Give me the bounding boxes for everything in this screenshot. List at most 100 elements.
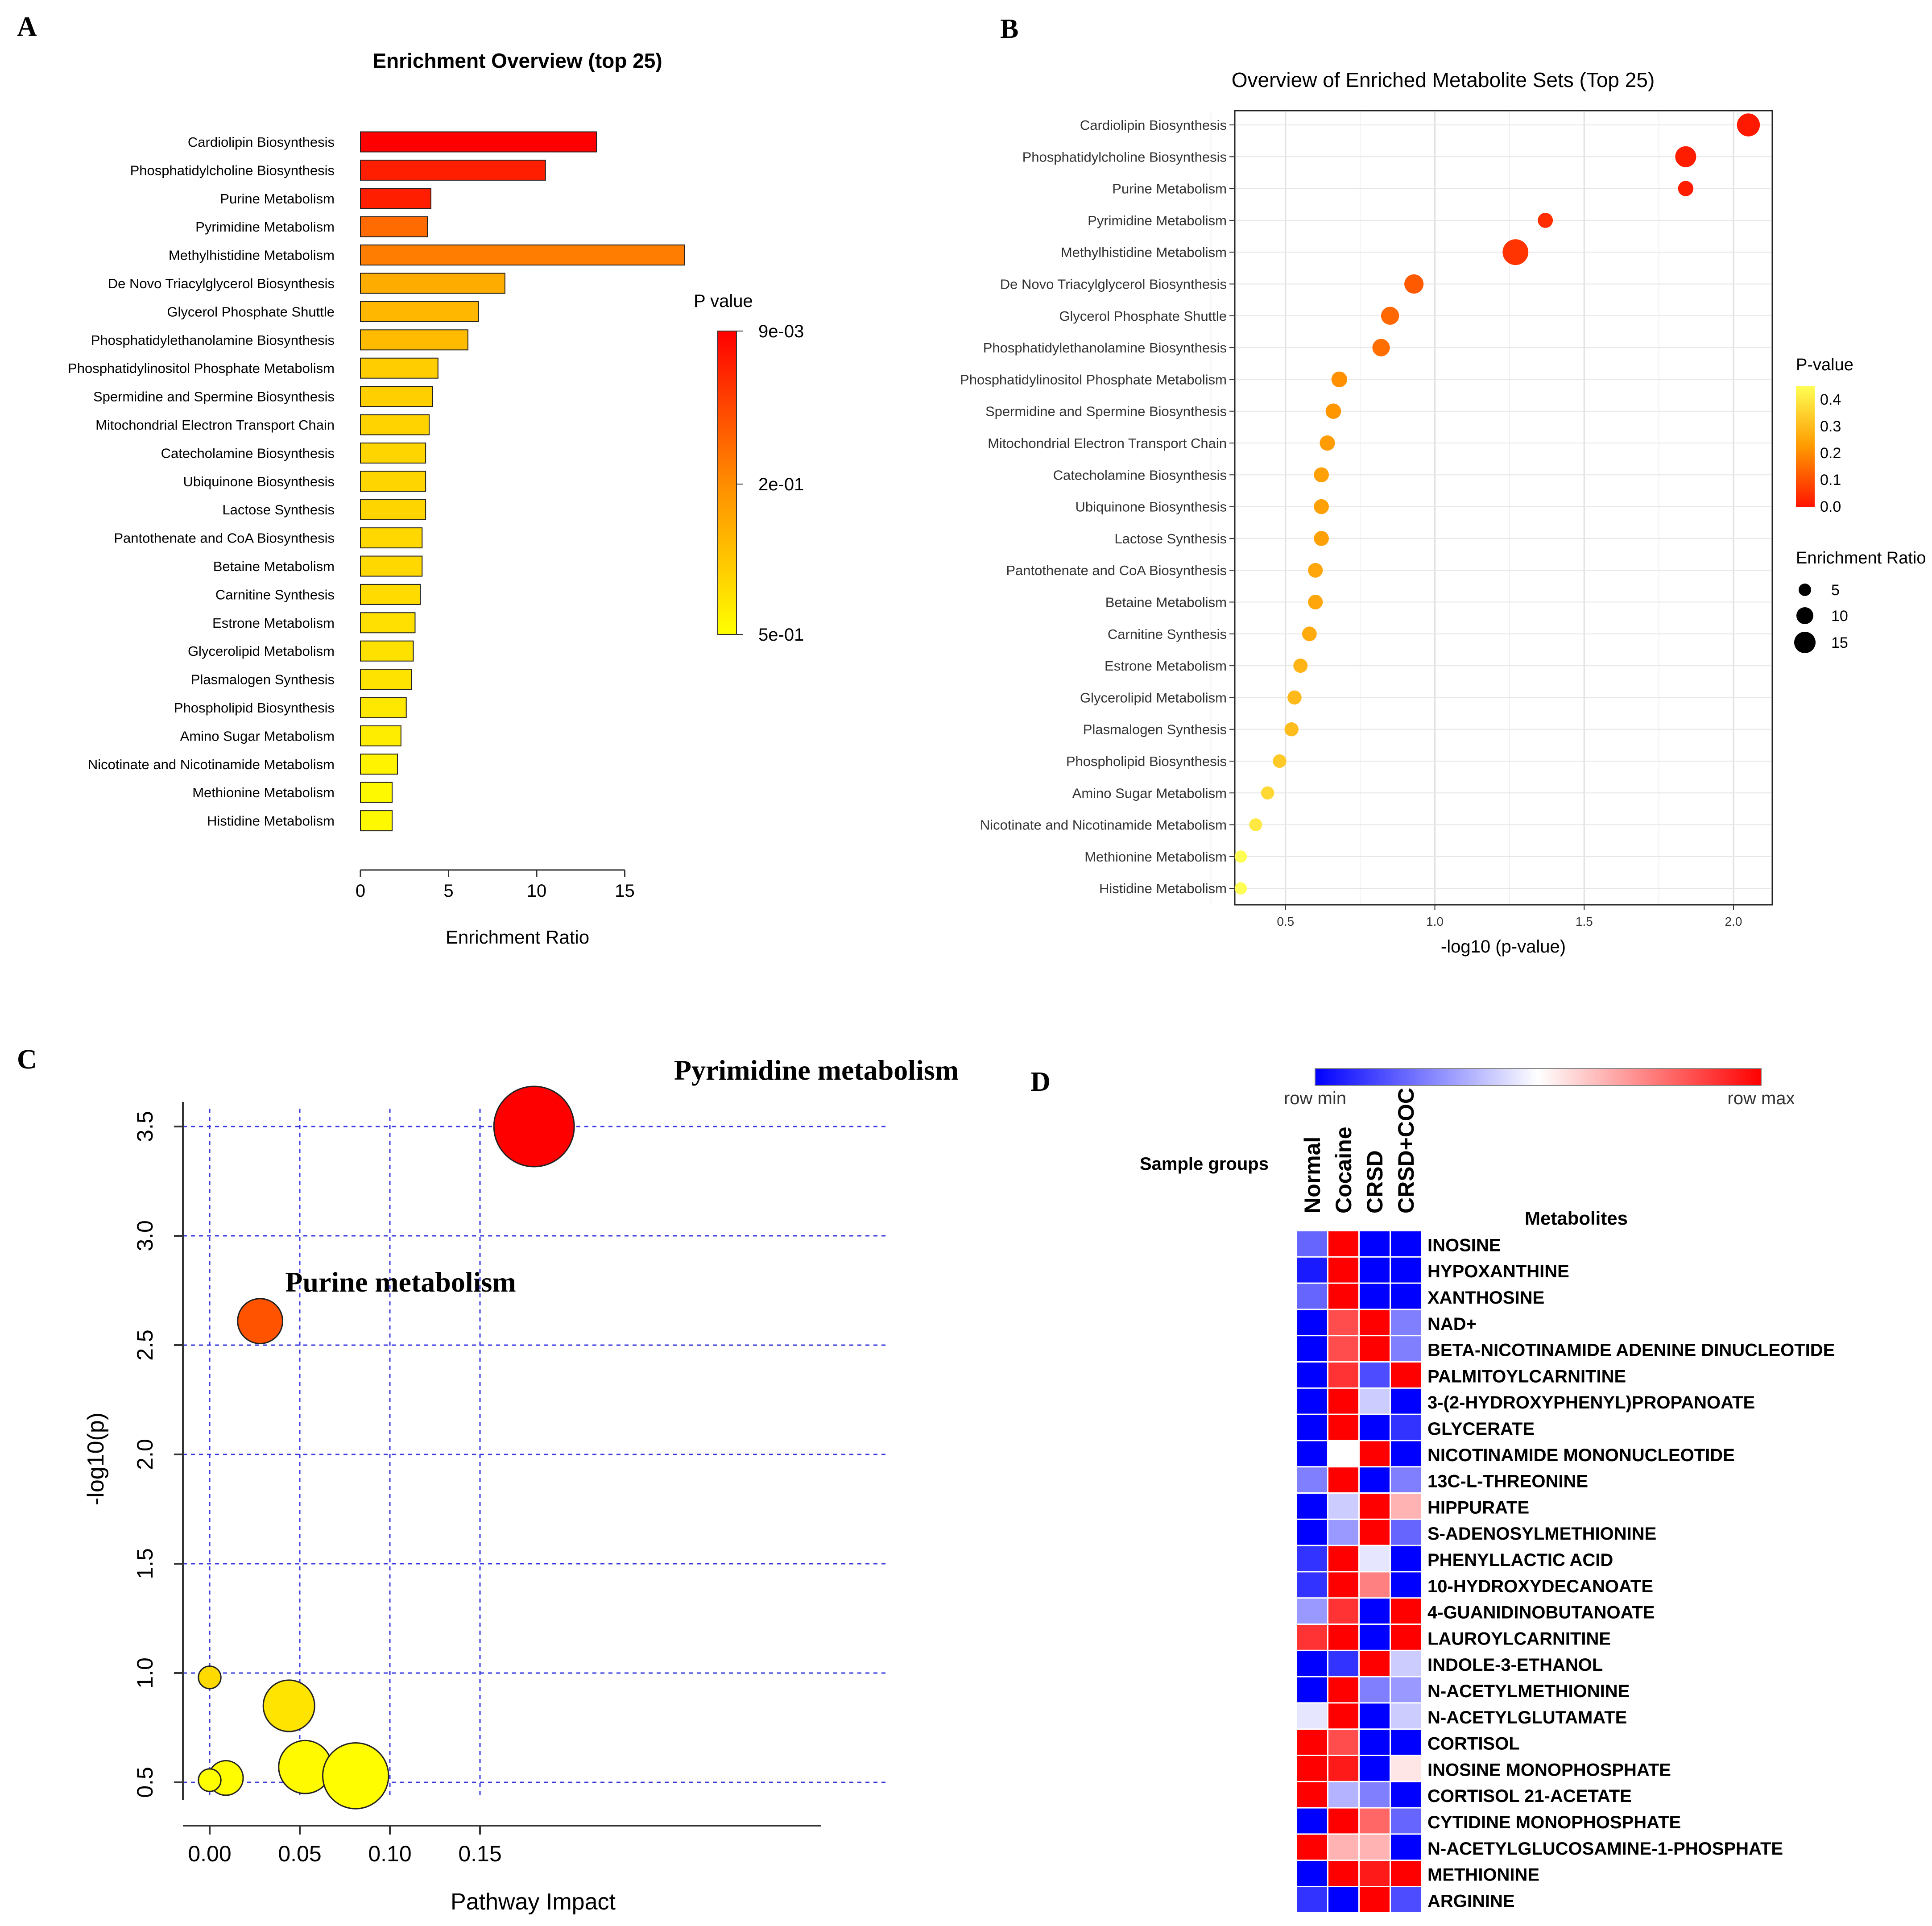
chart-b-dot	[1293, 659, 1308, 673]
chart-a-bar	[360, 725, 401, 746]
chart-b-category-label: Glycerolipid Metabolism	[1080, 690, 1227, 705]
heatmap-cell	[1391, 1441, 1421, 1466]
heatmap-cell	[1391, 1887, 1421, 1912]
chart-a-category-label: De Novo Triacylglycerol Biosynthesis	[108, 276, 335, 291]
chart-b-x-label: -log10 (p-value)	[1441, 937, 1566, 957]
heatmap-row-label: CORTISOL 21-ACETATE	[1427, 1786, 1632, 1806]
chart-b-category-label: Phosphatidylinositol Phosphate Metabolis…	[960, 372, 1227, 387]
heatmap-cell	[1360, 1363, 1390, 1388]
heatmap-column-label: CRSD	[1362, 1150, 1387, 1214]
chart-a-bar	[360, 754, 398, 775]
heatmap-cell	[1297, 1520, 1327, 1545]
heatmap-cell	[1391, 1808, 1421, 1834]
chart-a-category-label: Cardiolipin Biosynthesis	[188, 134, 335, 150]
heatmap-cell	[1297, 1756, 1327, 1781]
heatmap-row-label: INOSINE	[1427, 1235, 1501, 1255]
heatmap-cell	[1297, 1388, 1327, 1414]
panel-label-a: A	[17, 12, 37, 42]
heatmap-row-label: INDOLE-3-ETHANOL	[1427, 1655, 1603, 1675]
chart-b-pvalue-legend-label: 0.0	[1820, 498, 1841, 515]
heatmap-cell	[1391, 1284, 1421, 1309]
heatmap-cell	[1360, 1284, 1390, 1309]
heatmap-cell	[1328, 1363, 1358, 1388]
chart-a-category-label: Ubiquinone Biosynthesis	[183, 474, 335, 489]
chart-c-x-label: Pathway Impact	[451, 1889, 616, 1915]
chart-b-category-label: Plasmalogen Synthesis	[1083, 722, 1227, 737]
chart-a-category-label: Amino Sugar Metabolism	[180, 728, 335, 744]
chart-b-dot	[1372, 339, 1390, 356]
chart-a-legend-label: 5e-01	[758, 625, 804, 645]
chart-b-dot	[1678, 181, 1694, 196]
heatmap-cell	[1391, 1677, 1421, 1702]
heatmap-cell	[1328, 1625, 1358, 1650]
heatmap-cell	[1328, 1441, 1358, 1466]
chart-a-bar	[360, 301, 479, 322]
chart-c-x-tick-label: 0.10	[368, 1841, 411, 1866]
heatmap-row-label: NAD+	[1427, 1314, 1477, 1334]
heatmap-cell	[1297, 1782, 1327, 1807]
heatmap-cell	[1297, 1257, 1327, 1283]
heatmap-cell	[1328, 1467, 1358, 1492]
heatmap-sample-groups-label: Sample groups	[1140, 1154, 1269, 1174]
chart-a-bar	[360, 640, 414, 662]
chart-b-category-label: Mitochondrial Electron Transport Chain	[988, 435, 1227, 451]
chart-b-pvalue-color-bar	[1796, 386, 1815, 507]
chart-b-dot	[1675, 146, 1696, 167]
chart-c-point	[237, 1298, 284, 1345]
chart-b-dot	[1308, 595, 1323, 609]
chart-a-legend-label: 2e-01	[758, 475, 804, 494]
chart-b-size-legend-dot	[1799, 584, 1811, 596]
heatmap-row-label: 4-GUANIDINOBUTANOATE	[1427, 1603, 1655, 1623]
panel-c-pathway-bubble-chart: 0.5 1.0 1.5 2.0 2.5 3.0 3.5 0.00 0.05 0.10 0.15 Py…	[83, 1054, 959, 1915]
heatmap-cell	[1391, 1861, 1421, 1886]
chart-b-category-label: Carnitine Synthesis	[1108, 626, 1227, 642]
chart-c-point	[198, 1768, 222, 1792]
heatmap-row-label: 3-(2-HYDROXYPHENYL)PROPANOATE	[1427, 1393, 1755, 1412]
chart-b-dot	[1404, 274, 1424, 294]
chart-b-x-tick-label: 1.0	[1426, 915, 1444, 928]
heatmap-cell	[1297, 1808, 1327, 1834]
panel-label-d: D	[1030, 1067, 1051, 1097]
chart-b-dot	[1538, 213, 1553, 228]
chart-c-x-tick-label: 0.00	[188, 1841, 231, 1866]
heatmap-cell	[1360, 1861, 1390, 1886]
chart-c-y-tick-label: 3.0	[132, 1220, 157, 1251]
heatmap-cell	[1360, 1257, 1390, 1283]
heatmap-cell	[1360, 1756, 1390, 1781]
chart-b-x-tick-label: 2.0	[1725, 915, 1742, 928]
heatmap-cell	[1328, 1861, 1358, 1886]
heatmap-cell	[1328, 1703, 1358, 1729]
heatmap-cell	[1391, 1494, 1421, 1519]
chart-a-category-label: Phospholipid Biosynthesis	[174, 700, 335, 716]
chart-a-bar	[360, 442, 426, 464]
heatmap-cell	[1391, 1546, 1421, 1571]
heatmap-row-label: HYPOXANTHINE	[1427, 1262, 1569, 1281]
heatmap-cell	[1297, 1336, 1327, 1361]
heatmap-cell	[1391, 1756, 1421, 1781]
heatmap-cell	[1297, 1467, 1327, 1492]
heatmap-cell	[1328, 1388, 1358, 1414]
chart-c-annotation-purine: Purine metabolism	[285, 1266, 516, 1298]
heatmap-cell	[1391, 1231, 1421, 1256]
heatmap-cell	[1360, 1625, 1390, 1650]
chart-c-y-tick-label: 2.5	[132, 1330, 157, 1361]
chart-b-dot	[1234, 850, 1247, 863]
heatmap-row-label: NICOTINAMIDE MONONUCLEOTIDE	[1427, 1446, 1735, 1465]
heatmap-cell	[1297, 1599, 1327, 1624]
heatmap-row-label: CYTIDINE MONOPHOSPHATE	[1427, 1813, 1681, 1832]
heatmap-cell	[1328, 1651, 1358, 1676]
chart-b-dot	[1502, 239, 1529, 265]
chart-b-category-label: Phosphatidylcholine Biosynthesis	[1022, 149, 1227, 165]
chart-b-size-legend-title: Enrichment Ratio	[1796, 549, 1926, 567]
chart-a-category-label: Glycerol Phosphate Shuttle	[167, 304, 335, 319]
chart-b-pvalue-legend-label: 0.2	[1820, 445, 1841, 462]
heatmap-cell	[1328, 1808, 1358, 1834]
chart-a-category-label: Purine Metabolism	[220, 191, 335, 207]
chart-b-category-label: De Novo Triacylglycerol Biosynthesis	[1000, 277, 1227, 292]
heatmap-cell	[1360, 1730, 1390, 1755]
heatmap-cell	[1391, 1703, 1421, 1729]
chart-b-size-legend-label: 5	[1831, 582, 1840, 599]
chart-b-x-tick-label: 1.5	[1576, 915, 1593, 928]
heatmap-column-label: Normal	[1300, 1137, 1325, 1214]
chart-a-bar	[360, 273, 505, 294]
